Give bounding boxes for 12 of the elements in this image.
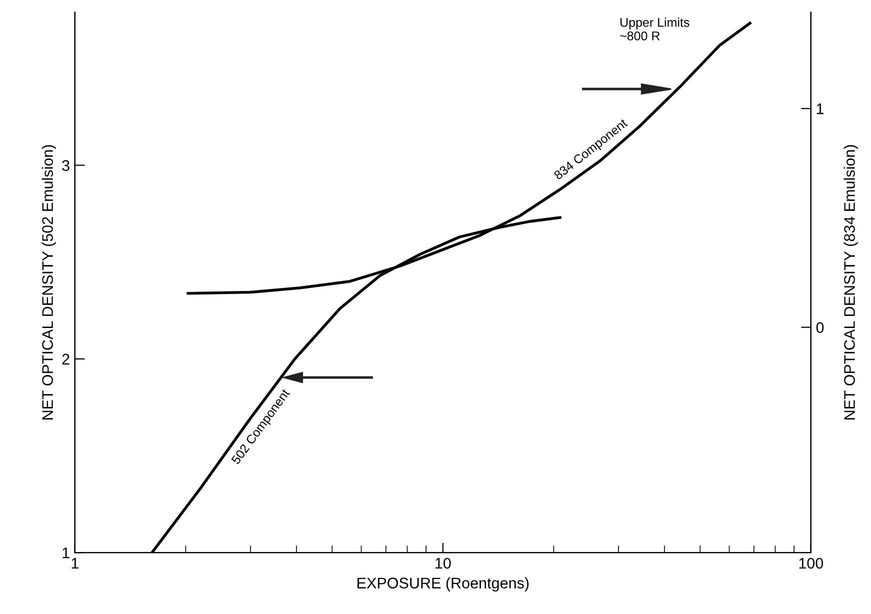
y2-axis-title: NET OPTICAL DENSITY (834 Emulsion)	[844, 145, 858, 420]
y2-tick-label: 1	[816, 104, 824, 114]
x-tick-label: 1	[72, 558, 78, 569]
y-tick-label: 2	[62, 354, 70, 364]
y-tick-label: 3	[62, 160, 70, 171]
y-axis-title: NET OPTICAL DENSITY (502 Emulsion)	[42, 145, 56, 420]
x-axis-title: EXPOSURE (Roentgens)	[358, 577, 529, 592]
x-tick-label: 10	[436, 558, 451, 569]
x-tick-label: 100	[799, 558, 824, 569]
annotation: Upper Limits ~800 R	[620, 18, 690, 40]
y-tick-label: 1	[62, 548, 70, 558]
y2-tick-label: 0	[816, 322, 824, 333]
